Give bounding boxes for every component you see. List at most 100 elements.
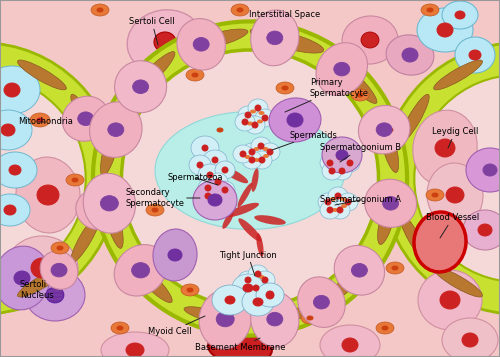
Ellipse shape — [242, 288, 274, 316]
Ellipse shape — [100, 196, 118, 211]
Ellipse shape — [83, 174, 136, 233]
Ellipse shape — [254, 147, 260, 151]
Text: Primary
Spermatocyte: Primary Spermatocyte — [285, 78, 369, 112]
Ellipse shape — [90, 102, 142, 157]
Circle shape — [93, 21, 407, 336]
Ellipse shape — [250, 275, 256, 279]
Ellipse shape — [434, 60, 482, 90]
Ellipse shape — [466, 148, 500, 192]
Ellipse shape — [252, 168, 258, 192]
Ellipse shape — [257, 120, 263, 124]
Ellipse shape — [334, 246, 384, 295]
Text: Basement Membrane: Basement Membrane — [195, 338, 285, 352]
Ellipse shape — [335, 193, 341, 199]
Ellipse shape — [212, 285, 248, 315]
Ellipse shape — [330, 148, 350, 166]
Ellipse shape — [361, 32, 379, 48]
Ellipse shape — [96, 151, 108, 206]
Ellipse shape — [198, 187, 218, 205]
Ellipse shape — [0, 152, 37, 188]
Ellipse shape — [258, 307, 316, 326]
Circle shape — [414, 75, 500, 282]
Ellipse shape — [334, 169, 340, 173]
Circle shape — [0, 75, 86, 282]
Ellipse shape — [57, 246, 63, 250]
Ellipse shape — [432, 193, 438, 197]
Ellipse shape — [250, 10, 299, 66]
Ellipse shape — [233, 145, 253, 163]
Ellipse shape — [376, 322, 394, 334]
Ellipse shape — [245, 112, 251, 118]
Ellipse shape — [72, 178, 78, 182]
Ellipse shape — [263, 154, 269, 158]
Ellipse shape — [392, 151, 404, 206]
Ellipse shape — [232, 274, 264, 302]
Ellipse shape — [282, 86, 288, 90]
Ellipse shape — [340, 197, 346, 201]
Text: Interstitial Space: Interstitial Space — [250, 10, 320, 19]
Ellipse shape — [320, 201, 340, 219]
Ellipse shape — [250, 291, 299, 347]
Ellipse shape — [127, 10, 203, 74]
Ellipse shape — [330, 201, 350, 219]
Ellipse shape — [269, 98, 321, 142]
Ellipse shape — [343, 165, 349, 169]
Ellipse shape — [1, 124, 15, 136]
Ellipse shape — [483, 164, 497, 176]
Text: Sertoli
Nucleus: Sertoli Nucleus — [20, 280, 54, 300]
Ellipse shape — [238, 218, 262, 242]
Ellipse shape — [455, 11, 465, 19]
Ellipse shape — [16, 157, 80, 233]
Ellipse shape — [328, 256, 374, 303]
Ellipse shape — [340, 154, 360, 172]
Ellipse shape — [114, 61, 166, 113]
Ellipse shape — [329, 168, 335, 174]
Ellipse shape — [25, 269, 85, 321]
Ellipse shape — [426, 189, 444, 201]
Ellipse shape — [222, 187, 228, 193]
Ellipse shape — [193, 37, 209, 51]
Ellipse shape — [215, 179, 221, 185]
Ellipse shape — [14, 271, 30, 285]
Ellipse shape — [0, 66, 40, 114]
Ellipse shape — [203, 150, 227, 170]
Ellipse shape — [242, 151, 262, 169]
Ellipse shape — [197, 162, 203, 168]
Ellipse shape — [208, 194, 222, 206]
Ellipse shape — [100, 107, 124, 176]
Ellipse shape — [76, 189, 120, 230]
Text: Spermatogonium A: Spermatogonium A — [320, 196, 401, 205]
Ellipse shape — [338, 193, 358, 211]
Ellipse shape — [325, 52, 377, 104]
Ellipse shape — [238, 106, 258, 124]
Ellipse shape — [245, 116, 265, 134]
Ellipse shape — [320, 325, 380, 357]
Ellipse shape — [387, 128, 393, 132]
Ellipse shape — [418, 270, 482, 330]
Ellipse shape — [332, 158, 338, 162]
Text: Spermatids: Spermatids — [272, 131, 338, 150]
Ellipse shape — [463, 210, 500, 250]
Text: Spermatozoa: Spermatozoa — [168, 174, 224, 185]
Ellipse shape — [339, 168, 345, 174]
Ellipse shape — [255, 271, 275, 289]
Ellipse shape — [208, 332, 272, 357]
Ellipse shape — [342, 16, 398, 64]
Ellipse shape — [222, 167, 228, 173]
Ellipse shape — [392, 266, 398, 270]
Ellipse shape — [71, 214, 101, 263]
Ellipse shape — [255, 109, 275, 127]
Ellipse shape — [382, 196, 398, 210]
Ellipse shape — [446, 187, 464, 203]
Text: Spermatogonium B: Spermatogonium B — [320, 144, 401, 162]
Ellipse shape — [199, 289, 252, 349]
Ellipse shape — [336, 150, 348, 160]
Ellipse shape — [187, 288, 193, 292]
Ellipse shape — [330, 197, 336, 201]
Ellipse shape — [238, 271, 258, 289]
Ellipse shape — [248, 265, 268, 283]
Ellipse shape — [258, 143, 264, 149]
Ellipse shape — [421, 4, 439, 16]
Ellipse shape — [62, 96, 109, 141]
Ellipse shape — [251, 137, 271, 155]
